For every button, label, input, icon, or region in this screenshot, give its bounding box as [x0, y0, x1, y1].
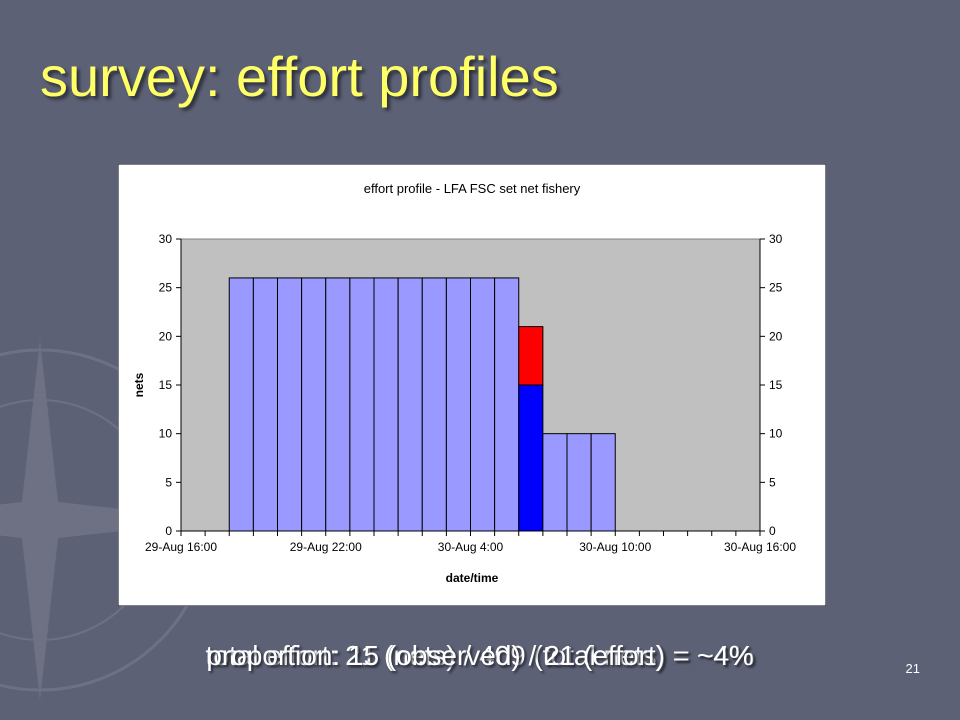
caption-proportion: proportion: 15 (observed) / 21 (effort) … — [206, 640, 754, 671]
caption-total-effort: total effort: 21 (nets) / 409 (total net… — [205, 640, 755, 671]
x-tick-label: 29-Aug 22:00 — [290, 540, 362, 554]
bar-effort — [252, 277, 278, 532]
bar-effort — [397, 277, 423, 532]
y-tick-label-left: 30 — [159, 232, 173, 246]
bar-effort — [301, 277, 327, 532]
y-tick-label-right: 25 — [769, 281, 783, 295]
bar-effort — [494, 277, 520, 532]
y-tick-label-right: 10 — [769, 427, 783, 441]
x-axis-label: date/time — [446, 571, 499, 585]
y-tick-label-left: 0 — [165, 524, 172, 538]
x-tick-label: 30-Aug 4:00 — [438, 540, 504, 554]
chart-svg: effort profile - LFA FSC set net fishery… — [117, 163, 827, 607]
y-tick-label-right: 5 — [769, 475, 776, 489]
y-tick-label-right: 0 — [769, 524, 776, 538]
y-tick-label-right: 15 — [769, 378, 783, 392]
y-tick-label-left: 5 — [165, 475, 172, 489]
bar-observed — [518, 384, 544, 532]
bar-effort — [542, 433, 568, 532]
y-axis-label: nets — [132, 372, 146, 397]
bar-effort — [566, 433, 592, 532]
x-tick-label: 30-Aug 16:00 — [724, 540, 796, 554]
y-tick-label-left: 20 — [159, 329, 173, 343]
y-tick-label-left: 10 — [159, 427, 173, 441]
chart-title: effort profile - LFA FSC set net fishery — [364, 181, 581, 196]
x-tick-label: 30-Aug 10:00 — [579, 540, 651, 554]
bar-effort — [373, 277, 399, 532]
y-tick-label-right: 20 — [769, 329, 783, 343]
y-tick-label-right: 30 — [769, 232, 783, 246]
y-tick-label-left: 25 — [159, 281, 173, 295]
bar-effort — [325, 277, 351, 532]
bar-unobserved — [518, 326, 544, 386]
bar-effort — [421, 277, 447, 532]
page-number: 21 — [905, 661, 920, 676]
x-tick-label: 29-Aug 16:00 — [145, 540, 217, 554]
bar-effort — [228, 277, 254, 532]
bar-effort — [445, 277, 471, 532]
bar-effort — [349, 277, 375, 532]
bar-effort — [277, 277, 303, 532]
slide-title: survey: effort profiles — [40, 45, 559, 108]
bar-effort — [590, 433, 616, 532]
effort-profile-chart: effort profile - LFA FSC set net fishery… — [117, 163, 827, 607]
bar-effort — [470, 277, 496, 532]
y-tick-label-left: 15 — [159, 378, 173, 392]
